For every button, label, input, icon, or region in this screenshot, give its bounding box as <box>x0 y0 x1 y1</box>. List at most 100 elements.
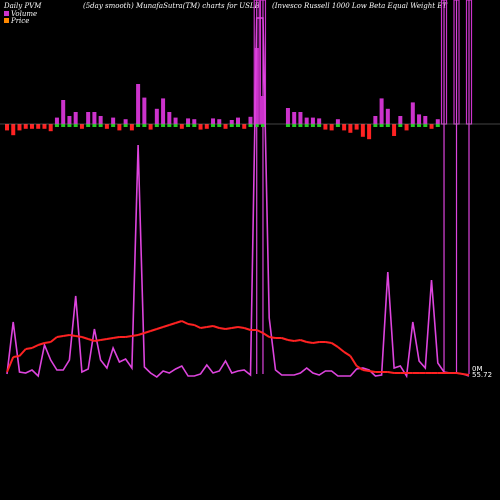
pvm-bar <box>136 84 141 124</box>
price-line-segment <box>294 339 301 342</box>
pvm-bar <box>198 124 203 130</box>
pvm-bar <box>17 124 22 131</box>
price-line-segment <box>325 341 332 344</box>
pvm-bar <box>379 98 384 124</box>
price-line-segment <box>6 356 15 373</box>
pvm-bar <box>229 120 234 124</box>
pvm-bar-tip <box>98 124 103 127</box>
pvm-bar <box>154 108 159 124</box>
pvm-bar <box>404 124 409 131</box>
pvm-bar-tip <box>423 124 428 127</box>
price-line-segment <box>94 339 101 342</box>
pvm-bar-tip <box>379 124 384 127</box>
pvm-bar <box>54 117 59 124</box>
pvm-bar <box>86 112 91 124</box>
pvm-bar-tip <box>398 124 403 127</box>
pvm-bar-tip <box>304 124 309 127</box>
pvm-bar-tip <box>111 124 116 127</box>
price-line-segment <box>37 342 45 346</box>
price-line-segment <box>368 370 376 373</box>
pvm-bar <box>192 119 197 124</box>
pvm-bar <box>211 118 216 124</box>
pvm-bar <box>173 117 178 124</box>
pvm-bar-tip <box>260 124 265 127</box>
price-tick-label: 55.72 <box>472 371 492 379</box>
pvm-bar <box>360 124 365 137</box>
pvm-bar <box>348 124 353 133</box>
pvm-bar-tip <box>385 124 390 127</box>
price-line-segment <box>169 322 176 326</box>
pvm-bar-tip <box>417 124 422 127</box>
price-line-segment <box>219 327 226 330</box>
legend-price-label: Price <box>10 17 29 25</box>
pvm-bar-tip <box>298 124 303 127</box>
pvm-bar <box>161 98 166 124</box>
price-line-segment <box>462 373 470 376</box>
price-line-segment <box>112 336 120 339</box>
pvm-bar-tip <box>173 124 178 127</box>
pvm-bar-tip <box>92 124 97 127</box>
price-line-segment <box>13 355 20 358</box>
pvm-bar-tip <box>229 124 234 127</box>
price-line-segment <box>262 332 270 338</box>
series-lines <box>6 17 470 379</box>
pvm-bar-tip <box>435 124 440 127</box>
pvm-bar <box>367 124 372 140</box>
price-line-segment <box>81 336 89 340</box>
pvm-bar <box>354 124 359 130</box>
pvm-bar <box>129 124 134 131</box>
pvm-bar <box>429 124 434 129</box>
pvm-bar-tip <box>136 124 141 127</box>
chart-title-right: (Invesco Russell 1000 Low Beta Equal Wei… <box>272 2 448 10</box>
pvm-bar-tip <box>161 124 166 127</box>
price-line-segment <box>100 338 108 341</box>
price-line-segment <box>306 341 314 344</box>
pvm-bar <box>48 124 53 132</box>
pvm-bar-tip <box>73 124 78 127</box>
price-line-segment <box>331 342 339 348</box>
price-line-segment <box>356 365 364 371</box>
price-line-segment <box>162 324 170 328</box>
pvm-bar-tip <box>254 124 259 127</box>
pvm-bar <box>417 114 422 124</box>
price-line-segment <box>200 326 207 329</box>
pvm-bar <box>186 118 191 124</box>
price-line-segment <box>50 336 58 343</box>
price-line-segment <box>237 326 245 329</box>
price-line-segment <box>300 339 307 343</box>
price-line-segment <box>181 320 189 325</box>
legend-price-swatch <box>4 18 9 23</box>
pvm-bar <box>5 124 9 131</box>
pvm-bar-tip <box>410 124 415 127</box>
pvm-bar <box>342 124 347 131</box>
pvm-bar-tip <box>317 124 322 127</box>
pvm-bar <box>398 116 403 124</box>
price-line-segment <box>206 325 214 328</box>
price-tick-label: 0M <box>472 365 483 373</box>
pvm-bar-tip <box>142 124 147 127</box>
price-line-segment <box>231 326 239 329</box>
price-line-segment <box>225 327 232 330</box>
pvm-bar <box>410 102 415 124</box>
price-line-segment <box>212 325 220 329</box>
pvm-bar <box>23 124 28 129</box>
pvm-bar-tip <box>61 124 66 127</box>
chart-title-left: Daily PVM <box>3 2 42 10</box>
pvm-bar <box>36 124 41 129</box>
pvm-bar-tip <box>310 124 315 127</box>
volume-line <box>6 17 470 379</box>
pvm-bar-tip <box>236 124 240 127</box>
pvm-bar-tip <box>192 124 197 127</box>
pvm-bar-tip <box>211 124 216 127</box>
pvm-bar <box>11 124 16 136</box>
pvm-bar <box>392 124 397 136</box>
price-line-segment <box>156 326 164 330</box>
pvm-bar <box>98 116 103 124</box>
price-line-segment <box>343 351 351 357</box>
pvm-bar-tip <box>292 124 297 127</box>
price-line-segment <box>349 355 358 367</box>
pvm-bar-tip <box>154 124 159 127</box>
price-line-segment <box>75 335 83 338</box>
pvm-bar <box>385 108 390 124</box>
